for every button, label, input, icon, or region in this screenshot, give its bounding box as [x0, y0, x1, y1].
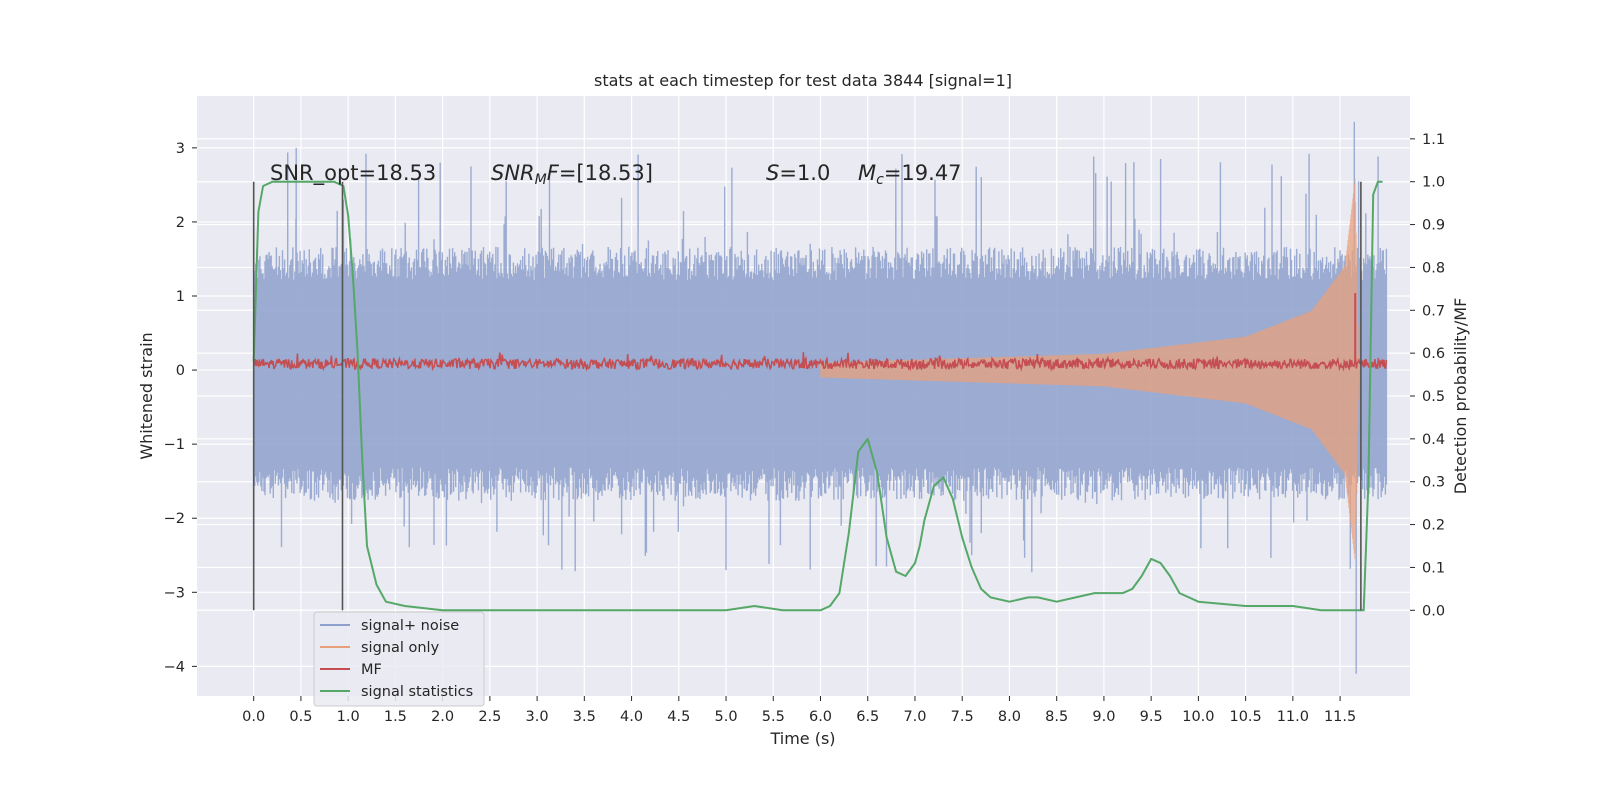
x-tick-label-0: 0.0 [242, 709, 265, 725]
x-tick-label-21: 10.5 [1229, 709, 1261, 725]
series-signal-statistics [252, 180, 1383, 612]
legend-label-0: signal+ noise [361, 618, 459, 634]
annotation-snr-opt: SNR_opt=18.53 [270, 161, 436, 186]
x-tick-label-23: 11.5 [1324, 709, 1356, 725]
x-tick-label-18: 9.0 [1092, 709, 1115, 725]
x-tick-label-19: 9.5 [1140, 709, 1163, 725]
snr-mf-sub: M [535, 172, 547, 188]
x-tick-label-17: 8.5 [1045, 709, 1068, 725]
x-tick-label-15: 7.5 [951, 709, 974, 725]
x-tick-label-1: 0.5 [289, 709, 312, 725]
x-tick-label-7: 3.5 [573, 709, 596, 725]
chart-title: stats at each timestep for test data 384… [594, 71, 1012, 90]
x-tick-label-9: 4.5 [667, 709, 690, 725]
snr-mf-tail-f: F [547, 161, 560, 185]
x-tick-label-10: 5.0 [715, 709, 738, 725]
mc-sub: c [876, 172, 884, 188]
y-right-tick-label-2: 0.9 [1422, 218, 1445, 234]
y-left-tick-label-1: 2 [176, 215, 185, 231]
x-tick-label-4: 2.0 [431, 709, 454, 725]
snr-mf-main: SNR [491, 161, 535, 185]
y-left-tick-label-2: 1 [176, 289, 185, 305]
mc-tail: =19.47 [884, 161, 962, 185]
y-right-tick-label-0: 1.1 [1422, 132, 1445, 148]
series-mf [253, 352, 1388, 372]
y-right-tick-label-1: 1.0 [1422, 175, 1445, 191]
x-tick-label-20: 10.0 [1182, 709, 1214, 725]
y-left-tick-label-4: −1 [164, 437, 185, 453]
x-tick-label-2: 1.0 [337, 709, 360, 725]
x-tick-label-6: 3.0 [526, 709, 549, 725]
s-tail: =1.0 [779, 161, 830, 185]
x-tick-label-5: 2.5 [478, 709, 501, 725]
y-right-tick-label-7: 0.4 [1422, 432, 1445, 448]
y-right-tick-label-9: 0.2 [1422, 518, 1445, 534]
y-right-tick-label-5: 0.6 [1422, 346, 1445, 362]
y-left-tick-labels: 3 2 1 0 −1 −2 −3 −4 [164, 141, 197, 675]
y-left-axis-label: Whitened strain [137, 332, 156, 459]
y-right-tick-label-6: 0.5 [1422, 389, 1445, 405]
y-right-tick-labels: 1.1 1.0 0.9 0.8 0.7 0.6 0.5 0.4 0.3 0.2 0.1 0.0 [1410, 132, 1445, 619]
annotation-mc: Mc=19.47 [858, 161, 962, 188]
legend-label-2: MF [361, 662, 382, 678]
mc-main: M [858, 161, 876, 185]
y-left-tick-label-0: 3 [176, 141, 185, 157]
x-tick-label-11: 5.5 [762, 709, 785, 725]
y-right-tick-label-3: 0.8 [1422, 260, 1445, 276]
x-tick-label-22: 11.0 [1277, 709, 1309, 725]
y-right-tick-label-11: 0.0 [1422, 603, 1445, 619]
vertical-markers [252, 181, 1362, 611]
y-right-tick-label-8: 0.3 [1422, 475, 1445, 491]
legend: signal+ noise signal only MF signal statist… [313, 611, 485, 707]
annotation-s: S=1.0 [766, 161, 830, 185]
x-tick-label-3: 1.5 [384, 709, 407, 725]
x-tick-label-13: 6.5 [856, 709, 879, 725]
annotation-snr-mf: SNRMF=[18.53] [491, 161, 653, 188]
s-main: S [766, 161, 779, 185]
legend-label-3: signal statistics [361, 684, 473, 700]
y-left-tick-label-6: −3 [164, 585, 185, 601]
legend-box [313, 611, 485, 707]
y-right-axis-label: Detection probability/MF [1451, 298, 1470, 495]
x-tick-labels: 0.0 0.5 1.0 1.5 2.0 2.5 3.0 3.5 4.0 4.5 5.0 5.5 6.0 6… [242, 696, 1356, 725]
snr-mf-tail: =[18.53] [559, 161, 653, 185]
x-axis-label: Time (s) [769, 729, 835, 748]
y-left-tick-label-5: −2 [164, 511, 185, 527]
y-right-tick-label-4: 0.7 [1422, 303, 1445, 319]
x-tick-label-12: 6.0 [809, 709, 832, 725]
x-tick-label-8: 4.0 [620, 709, 643, 725]
series-layer [252, 121, 1388, 674]
y-left-tick-label-7: −4 [164, 659, 185, 675]
legend-label-1: signal only [361, 640, 440, 656]
y-left-tick-label-3: 0 [176, 363, 185, 379]
x-tick-label-14: 7.0 [903, 709, 926, 725]
y-right-tick-label-10: 0.1 [1422, 560, 1445, 576]
x-tick-label-16: 8.0 [998, 709, 1021, 725]
